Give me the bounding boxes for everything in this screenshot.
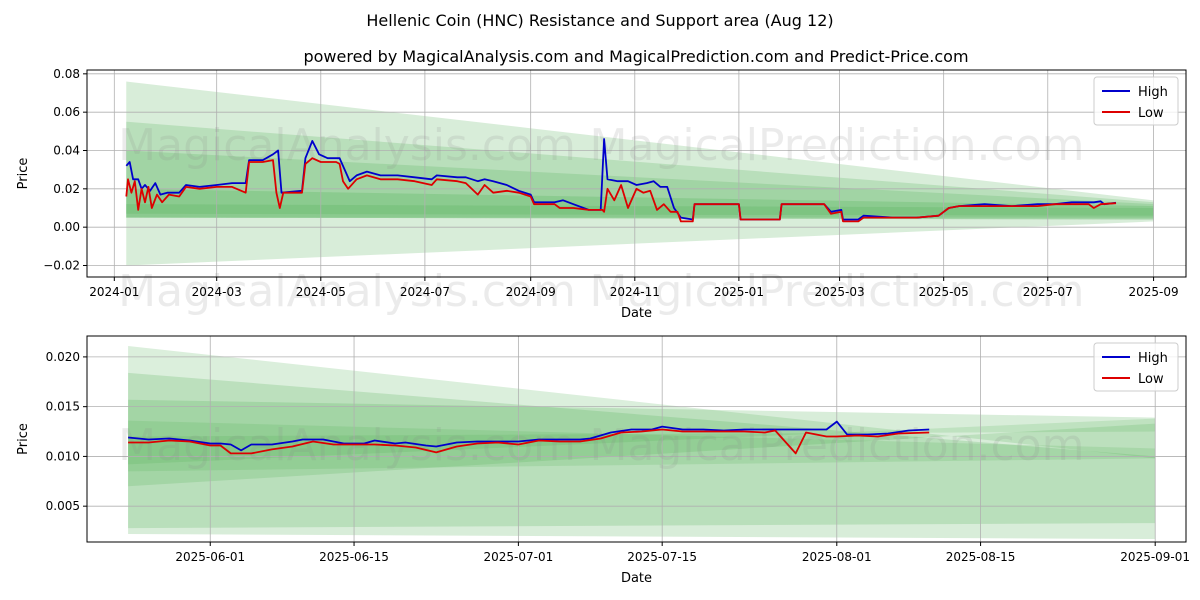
band-5 <box>126 204 1154 220</box>
band-2 <box>126 121 1154 220</box>
x-tick-label: 2025-07-01 <box>484 550 554 564</box>
x-tick-label: 2025-01 <box>714 285 764 299</box>
x-tick-label: 2024-11 <box>610 285 660 299</box>
series-line-low <box>125 157 1117 223</box>
bottom-chart: MagicalAnalysis.com MagicalPrediction.com… <box>16 335 1190 586</box>
y-tick-label: 0.02 <box>53 182 80 196</box>
x-tick-label: 2025-08-01 <box>802 550 872 564</box>
y-tick-label: 0.00 <box>53 220 80 234</box>
x-tick-label: 2025-08-15 <box>946 550 1016 564</box>
y-tick-label: 0.08 <box>53 67 80 81</box>
y-tick-label: −0.02 <box>43 259 80 273</box>
band-4 <box>128 418 1156 465</box>
y-tick-label: 0.06 <box>53 105 80 119</box>
x-tick-label: 2025-03 <box>815 285 865 299</box>
band-2 <box>128 372 1156 540</box>
y-tick-label: 0.04 <box>53 144 80 158</box>
x-tick-label: 2025-07-15 <box>627 550 697 564</box>
y-tick-label: 0.015 <box>46 400 80 414</box>
plot-frame <box>86 69 1187 278</box>
top-subtitle: powered by MagicalAnalysis.com and Magic… <box>303 47 968 66</box>
legend-label-low: Low <box>1138 372 1164 387</box>
top-chart: MagicalAnalysis.com MagicalPrediction.com… <box>16 67 1187 321</box>
watermark-analysis: MagicalAnalysis.com <box>118 420 576 471</box>
x-tick-label: 2025-09 <box>1129 285 1179 299</box>
series-line-high <box>128 420 930 452</box>
x-tick-label: 2025-07 <box>1023 285 1073 299</box>
plot-frame <box>86 335 1187 543</box>
band-1 <box>126 81 1154 266</box>
band-5 <box>128 420 1156 472</box>
x-tick-label: 2024-09 <box>506 285 556 299</box>
x-tick-label: 2025-06-01 <box>175 550 245 564</box>
x-axis-label: Date <box>621 306 652 321</box>
band-4 <box>126 188 1154 218</box>
x-tick-label: 2024-01 <box>89 285 139 299</box>
band-1 <box>128 345 1156 487</box>
y-tick-label: 0.005 <box>46 499 80 513</box>
legend-label-low: Low <box>1138 106 1164 121</box>
x-tick-label: 2024-03 <box>192 285 242 299</box>
legend-label-high: High <box>1138 351 1168 366</box>
y-tick-label: 0.010 <box>46 449 80 463</box>
x-tick-label: 2024-05 <box>296 285 346 299</box>
band-3 <box>126 150 1154 216</box>
y-tick-label: 0.020 <box>46 350 80 364</box>
watermark-analysis: MagicalAnalysis.com <box>118 120 576 171</box>
x-tick-label: 2025-05 <box>919 285 969 299</box>
watermark-prediction: MagicalPrediction.com <box>590 120 1085 171</box>
x-axis-label: Date <box>621 571 652 586</box>
watermark-prediction-2: MagicalPrediction.com <box>590 266 1085 317</box>
legend-label-high: High <box>1138 85 1168 100</box>
x-tick-label: 2025-06-15 <box>319 550 389 564</box>
series-line-low <box>128 428 930 455</box>
y-axis-label: Price <box>16 423 31 455</box>
x-tick-label: 2025-09-01 <box>1120 550 1190 564</box>
y-axis-label: Price <box>16 158 31 190</box>
watermark-analysis-2: MagicalAnalysis.com <box>118 266 576 317</box>
x-tick-label: 2024-07 <box>400 285 450 299</box>
figure-title: Hellenic Coin (HNC) Resistance and Suppo… <box>366 11 833 30</box>
